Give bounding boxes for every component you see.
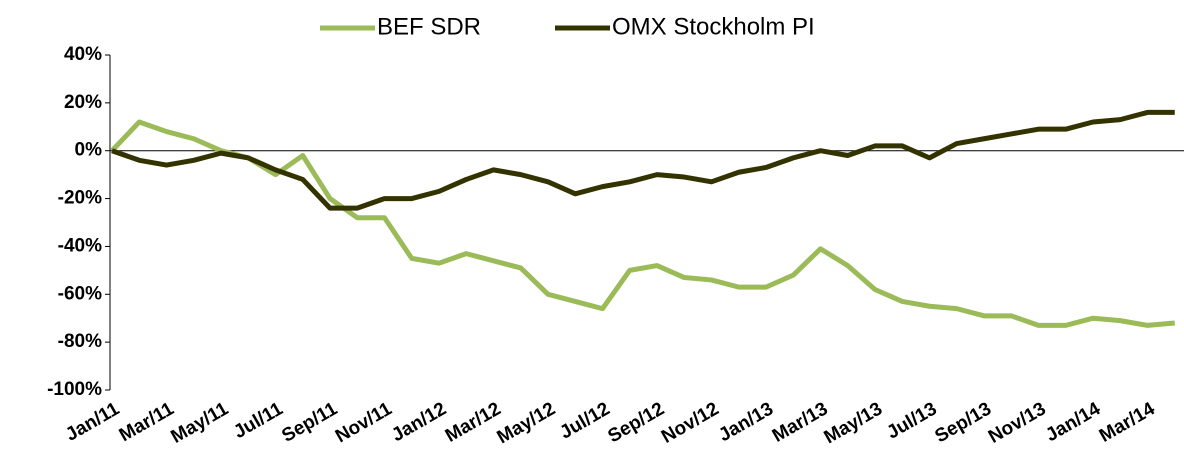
y-tick-label: -60% <box>58 283 102 304</box>
x-tick-label: Nov/12 <box>658 398 722 447</box>
series-line <box>110 119 1175 328</box>
x-tick-label: Mar/13 <box>769 398 832 446</box>
x-tick-label: Sep/12 <box>604 398 668 447</box>
x-tick-label: May/12 <box>494 398 559 448</box>
x-tick-label: Nov/11 <box>332 398 396 447</box>
x-tick-label: Sep/11 <box>278 398 341 447</box>
x-tick-label: May/11 <box>168 398 233 448</box>
y-tick-label: 20% <box>64 92 102 113</box>
x-tick-label: May/13 <box>821 398 886 448</box>
x-tick-label: Nov/13 <box>985 398 1049 447</box>
x-tick-label: Mar/14 <box>1096 398 1159 447</box>
x-tick-label: Jan/11 <box>62 398 123 445</box>
x-tick-label: Sep/13 <box>931 398 995 447</box>
y-tick-label: -20% <box>58 188 102 209</box>
x-tick-label: Jul/12 <box>556 398 613 443</box>
legend-label: OMX Stockholm PI <box>612 13 815 40</box>
x-tick-label: Jan/13 <box>715 398 777 446</box>
y-tick-label: -100% <box>47 379 102 400</box>
x-tick-label: Mar/12 <box>442 398 505 446</box>
x-tick-label: Mar/11 <box>116 398 178 446</box>
x-tick-label: Jan/12 <box>388 398 450 446</box>
x-tick-label: Jan/14 <box>1042 398 1104 446</box>
y-tick-label: 0% <box>75 140 103 161</box>
y-tick-label: 40% <box>64 44 102 65</box>
series-line <box>111 109 1175 211</box>
y-tick-label: -40% <box>58 235 102 256</box>
x-tick-label: Jul/11 <box>230 398 287 443</box>
x-tick-label: Jul/13 <box>883 398 940 443</box>
legend-label: BEF SDR <box>377 13 481 40</box>
y-tick-label: -80% <box>58 331 102 352</box>
